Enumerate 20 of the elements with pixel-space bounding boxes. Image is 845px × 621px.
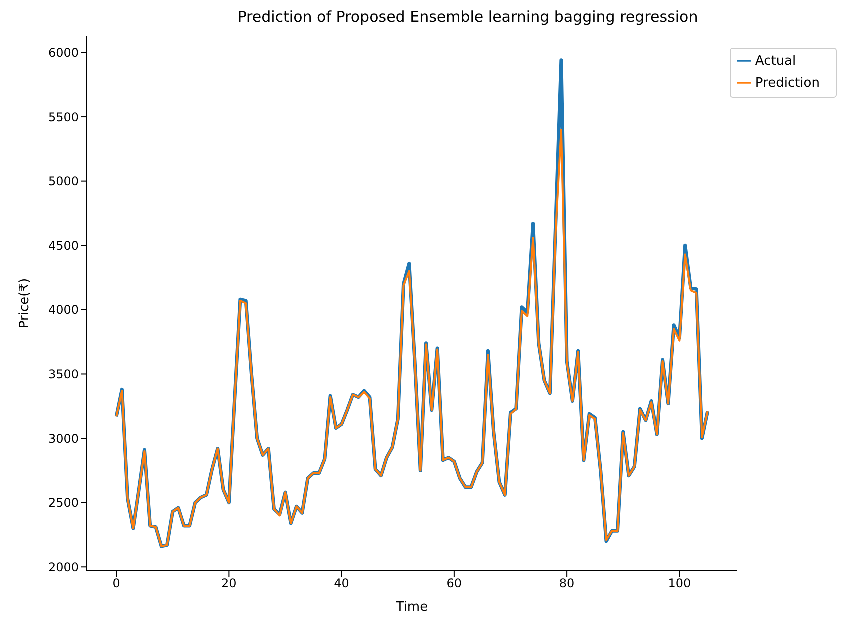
y-tick-label: 5000 [48,174,79,189]
legend-label: Prediction [755,76,820,91]
x-tick-label: 0 [112,576,120,591]
chart-title: Prediction of Proposed Ensemble learning bagging regression [236,8,700,26]
x-tick-label: 80 [559,576,575,591]
x-tick-label: 100 [668,576,692,591]
y-tick-label: 4500 [48,238,79,253]
x-axis-title: Time [395,600,428,615]
y-tick-label: 3000 [48,432,79,446]
y-axis-title: Price(₹) [18,278,33,329]
x-tick-label: 20 [222,576,237,591]
y-tick-label: 3500 [48,367,79,382]
x-tick-label: 40 [334,576,350,591]
legend-label: Actual [755,54,796,69]
y-tick-label: 4000 [48,303,79,318]
y-tick-label: 6000 [48,46,79,60]
x-tick-label: 60 [446,576,462,591]
y-tick-label: 5500 [48,110,79,124]
y-tick-label: 2500 [48,496,79,510]
y-tick-label: 2000 [48,560,79,574]
